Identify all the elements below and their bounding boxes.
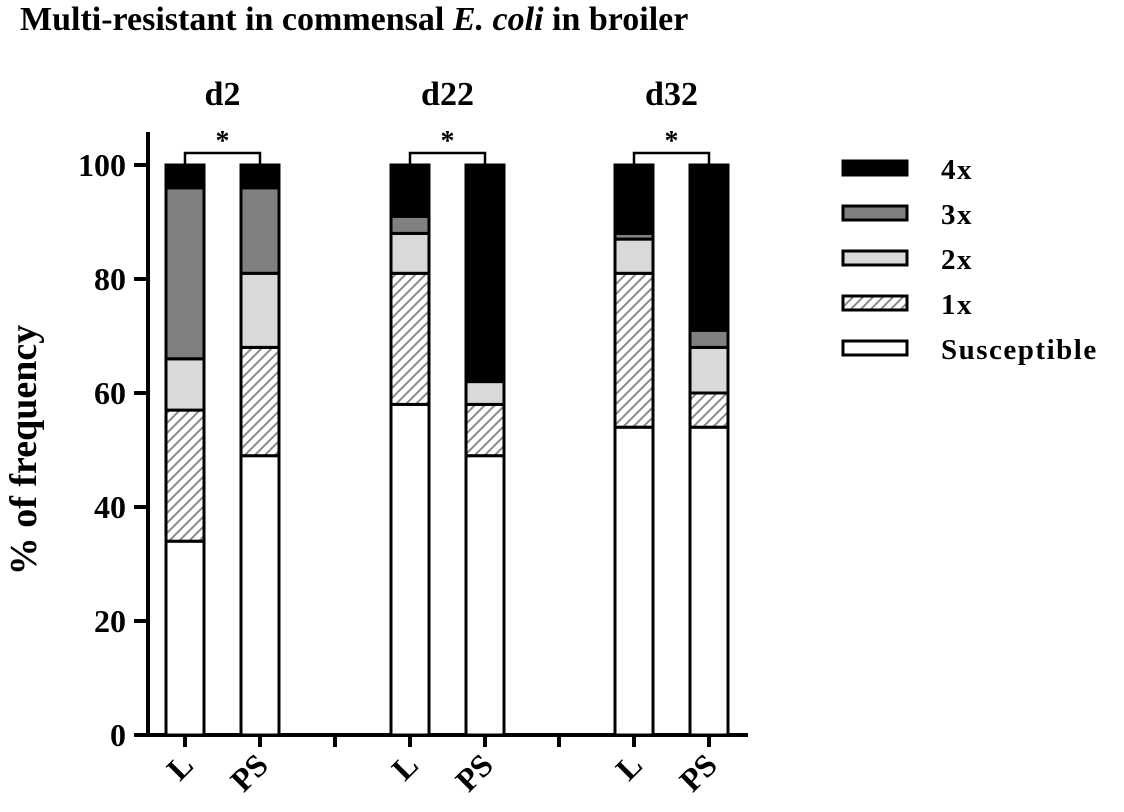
bar-stack xyxy=(464,163,506,737)
bar-segment-1x xyxy=(464,402,506,458)
y-tick-label: 20 xyxy=(94,603,126,639)
legend-label: Susceptible xyxy=(941,334,1098,366)
legend-swatch-1x xyxy=(841,294,909,312)
x-tick-label: L xyxy=(384,746,425,787)
bar-segment-3x xyxy=(688,328,730,349)
chart-title-prefix: Multi-resistant in commensal xyxy=(20,1,453,38)
bar-stack xyxy=(164,163,206,737)
y-tick-label: 80 xyxy=(94,261,126,297)
bar-segment-1x xyxy=(164,408,206,543)
significance-star: * xyxy=(441,126,455,157)
bar-segment-susceptible xyxy=(239,454,281,737)
y-tick-label: 0 xyxy=(110,717,126,753)
bar-segment-4x xyxy=(239,163,281,190)
bar-segment-3x xyxy=(389,214,431,235)
significance-bracket xyxy=(632,151,711,164)
x-tick-label: PS xyxy=(672,746,724,798)
bar-segment-4x xyxy=(688,163,730,332)
legend-swatch-4x xyxy=(841,159,909,177)
legend-swatch-3x xyxy=(841,204,909,222)
bar-segment-4x xyxy=(613,163,655,235)
legend-swatch-2x xyxy=(841,249,909,267)
chart-title-suffix: in broiler xyxy=(544,1,689,38)
bar-segment-1x xyxy=(688,391,730,429)
bars xyxy=(164,163,730,737)
y-tick-label: 100 xyxy=(78,147,126,183)
significance-bracket xyxy=(408,151,487,164)
legend-swatch-susceptible xyxy=(841,339,909,357)
bar-stack xyxy=(688,163,730,737)
bar-segment-1x xyxy=(613,271,655,429)
bar-segment-2x xyxy=(389,231,431,275)
bar-segment-1x xyxy=(389,271,431,406)
bar-stack xyxy=(613,163,655,737)
bar-segment-3x xyxy=(164,186,206,361)
bar-stack xyxy=(239,163,281,737)
x-tick-label: L xyxy=(608,746,649,787)
bar-segment-2x xyxy=(613,237,655,275)
bar-segment-2x xyxy=(164,357,206,412)
bar-segment-susceptible xyxy=(613,425,655,737)
bar-segment-susceptible xyxy=(688,425,730,737)
legend: 4x 3x 2x 1x Susceptible xyxy=(841,154,1098,366)
significance-bracket xyxy=(183,151,262,164)
bar-segment-2x xyxy=(464,380,506,406)
bar-segment-susceptible xyxy=(164,539,206,737)
legend-label: 2x xyxy=(941,244,973,276)
legend-label: 1x xyxy=(941,289,973,321)
legend-label: 3x xyxy=(941,199,973,231)
significance-star: * xyxy=(665,126,679,157)
bar-segment-2x xyxy=(688,345,730,395)
legend-label: 4x xyxy=(941,154,973,186)
bar-segment-4x xyxy=(164,163,206,190)
y-axis-label: % of frequency xyxy=(3,325,45,576)
bar-segment-4x xyxy=(389,163,431,218)
group-label: d32 xyxy=(645,76,698,113)
bar-segment-1x xyxy=(239,345,281,458)
y-tick-label: 60 xyxy=(94,375,126,411)
x-tick-label: PS xyxy=(448,746,500,798)
bar-segment-2x xyxy=(239,271,281,349)
y-tick-label: 40 xyxy=(94,489,126,525)
significance-star: * xyxy=(216,126,230,157)
group-label: d2 xyxy=(205,76,241,113)
bar-segment-3x xyxy=(239,186,281,275)
group-label: d22 xyxy=(421,76,474,113)
x-tick-label: PS xyxy=(223,746,275,798)
x-tick-label: L xyxy=(159,746,200,787)
bar-segment-susceptible xyxy=(389,402,431,737)
chart-title-italic: E. coli xyxy=(452,1,544,38)
bar-segment-susceptible xyxy=(464,454,506,737)
bar-stack xyxy=(389,163,431,737)
bar-segment-4x xyxy=(464,163,506,384)
chart-title: Multi-resistant in commensal E. coli in … xyxy=(20,1,688,38)
